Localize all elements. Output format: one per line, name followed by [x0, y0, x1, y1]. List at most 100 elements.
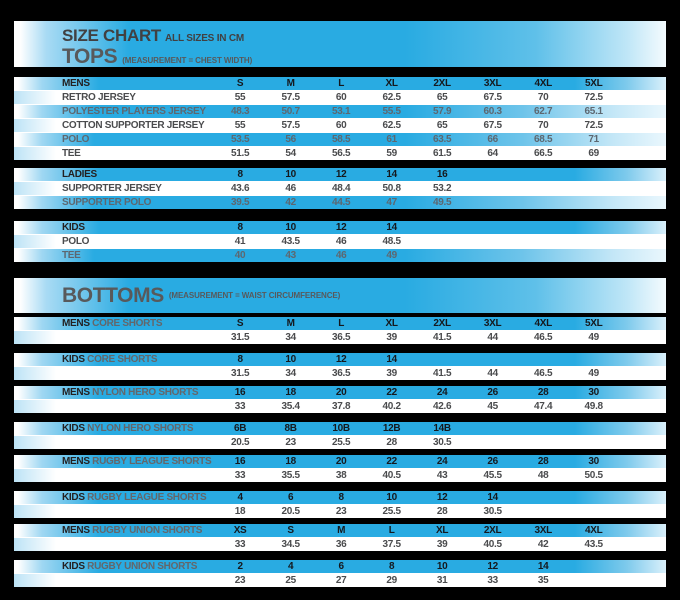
category-label: KIDS NYLON HERO SHORTS — [14, 422, 215, 435]
size-value-cell: 56 — [285, 134, 296, 145]
values-row: 23 25 27 29 31 33 35 — [14, 574, 666, 587]
size-header-cell: 8 — [388, 561, 395, 572]
tops-table-mens: MENS S M L XL 2XL 3XL 4XL 5XL RETRO JERSEY 55 57.5 6… — [14, 77, 666, 160]
size-value-cell: 70 — [537, 120, 549, 131]
size-header-cell: 30 — [588, 387, 599, 398]
size-header-cell: 6B — [233, 423, 247, 434]
size-header-cell: 2XL — [433, 78, 451, 89]
product-label: POLYESTER PLAYERS JERSEY — [62, 106, 206, 117]
size-value-cell: 44 — [487, 368, 498, 379]
size-header-cell: 10 — [436, 561, 448, 572]
size-value-cell: 65 — [436, 120, 448, 131]
size-value-cell: 30.5 — [433, 437, 452, 448]
tops-table-kids: KIDS 8 10 12 14 POLO 41 43.5 46 48.5 TEE 40 43 46 49 — [14, 221, 666, 262]
size-value-cell: 56.5 — [331, 148, 351, 159]
size-value-cell: 47 — [386, 197, 397, 208]
size-value-cell: 41.5 — [433, 368, 452, 379]
size-value-cell: 40.5 — [483, 539, 503, 550]
size-value-cell: 41 — [234, 236, 246, 247]
product-row: POLO 53.5 56 58.5 61 63.5 66 68.5 71 — [14, 133, 666, 146]
size-value-cell: 67.5 — [483, 92, 503, 103]
size-value-cell: 33 — [487, 575, 498, 586]
size-value-cell: 53.5 — [230, 134, 250, 145]
size-value-cell: 50.7 — [281, 106, 300, 117]
category-who: KIDS — [62, 492, 85, 503]
size-value-cell: 71 — [588, 134, 599, 145]
size-value-cell: 55 — [234, 92, 246, 103]
size-header-cell: 14 — [386, 169, 397, 180]
size-header-row: MENS S M L XL 2XL 3XL 4XL 5XL — [14, 77, 666, 90]
category-item: CORE SHORTS — [89, 318, 163, 329]
product-row: SUPPORTER POLO 39.5 42 44.5 47 49.5 — [14, 196, 666, 209]
size-header-row: KIDS CORE SHORTS 8 10 12 14 — [14, 353, 666, 366]
size-header-cell: 4XL — [534, 318, 552, 329]
size-value-cell: 66 — [487, 134, 498, 145]
size-header-cell: 16 — [436, 169, 448, 180]
category-who: KIDS — [62, 354, 85, 365]
size-value-cell: 36 — [335, 539, 347, 550]
size-header-cell: 2XL — [433, 318, 451, 329]
size-header-cell: M — [286, 318, 295, 329]
size-value-cell: 31.5 — [230, 368, 250, 379]
category-item: RUGBY UNION SHORTS — [89, 525, 203, 536]
size-value-cell: 43.5 — [281, 236, 300, 247]
size-value-cell: 61.5 — [433, 148, 452, 159]
size-header-cell: 3XL — [483, 78, 502, 89]
category-item: NYLON HERO SHORTS — [84, 423, 194, 434]
bottoms-group-mens-rugby-union-shorts: MENS RUGBY UNION SHORTS XS S M L XL 2XL 3XL 4XL 3… — [14, 524, 666, 551]
product-row: TEE 40 43 46 49 — [14, 249, 666, 262]
size-value-cell: 60 — [335, 120, 347, 131]
bottoms-measurement-note: (MEASUREMENT = WAIST CIRCUMFERENCE) — [168, 291, 341, 300]
size-header-cell: 24 — [436, 456, 448, 467]
product-label: RETRO JERSEY — [62, 92, 136, 103]
size-header-cell: 10B — [332, 423, 350, 434]
size-header-cell: 8 — [237, 222, 243, 233]
product-label: POLO — [62, 236, 90, 247]
size-header-cell: 18 — [285, 456, 296, 467]
category-who: MENS — [62, 525, 90, 536]
size-value-cell: 46 — [335, 250, 347, 261]
size-value-cell: 20.5 — [281, 506, 300, 517]
bottoms-group-kids-rugby-union-shorts: KIDS RUGBY UNION SHORTS 2 4 6 8 10 12 14 23 25 27 2… — [14, 560, 666, 587]
bottoms-group-kids-rugby-league-shorts: KIDS RUGBY LEAGUE SHORTS 4 6 8 10 12 14 18 20.5 2… — [14, 491, 666, 518]
size-header-cell: 4XL — [534, 78, 552, 89]
bottoms-group-kids-nylon-hero-shorts: KIDS NYLON HERO SHORTS 6B 8B 10B 12B 14B 20.5 2… — [14, 422, 666, 449]
size-value-cell: 62.7 — [534, 106, 553, 117]
size-header-row: KIDS NYLON HERO SHORTS 6B 8B 10B 12B 14B — [14, 422, 666, 435]
size-header-cell: 8B — [284, 423, 297, 434]
size-value-cell: 42 — [285, 197, 296, 208]
size-value-cell: 65.1 — [584, 106, 604, 117]
size-value-cell: 47.4 — [534, 401, 553, 412]
category-item: CORE SHORTS — [84, 354, 158, 365]
size-header-cell: 14 — [487, 492, 498, 503]
size-header-cell: 8 — [237, 169, 243, 180]
size-value-cell: 39 — [386, 368, 397, 379]
size-header-cell: 12 — [487, 561, 498, 572]
bottoms-group-mens-core-shorts: MENS CORE SHORTS S M L XL 2XL 3XL 4XL 5XL 31.5 34 3… — [14, 317, 666, 344]
category-item: NYLON HERO SHORTS — [89, 387, 199, 398]
size-header-cell: M — [337, 525, 346, 536]
size-value-cell: 48 — [537, 470, 549, 481]
size-header-cell: S — [287, 525, 294, 536]
size-value-cell: 43 — [285, 250, 296, 261]
size-value-cell: 55 — [234, 120, 246, 131]
size-value-cell: 31.5 — [230, 332, 250, 343]
values-row: 31.5 34 36.5 39 41.5 44 46.5 49 — [14, 331, 666, 344]
size-value-cell: 49 — [588, 368, 599, 379]
size-value-cell: 57.9 — [433, 106, 452, 117]
values-row: 33 35.4 37.8 40.2 42.6 45 47.4 49.8 — [14, 400, 666, 413]
size-value-cell: 28 — [436, 506, 448, 517]
size-header-cell: 2 — [237, 561, 243, 572]
size-value-cell: 57.5 — [281, 120, 300, 131]
size-value-cell: 45.5 — [483, 470, 503, 481]
product-row: POLYESTER PLAYERS JERSEY 48.3 50.7 53.1 55.5… — [14, 105, 666, 118]
size-value-cell: 36.5 — [331, 332, 351, 343]
size-value-cell: 49.5 — [433, 197, 452, 208]
size-header-cell: 2XL — [483, 525, 502, 536]
size-header-cell: XL — [385, 318, 398, 329]
size-value-cell: 45 — [487, 401, 498, 412]
product-label: POLO — [62, 134, 90, 145]
size-header-cell: 18 — [285, 387, 296, 398]
product-label: TEE — [62, 250, 81, 261]
